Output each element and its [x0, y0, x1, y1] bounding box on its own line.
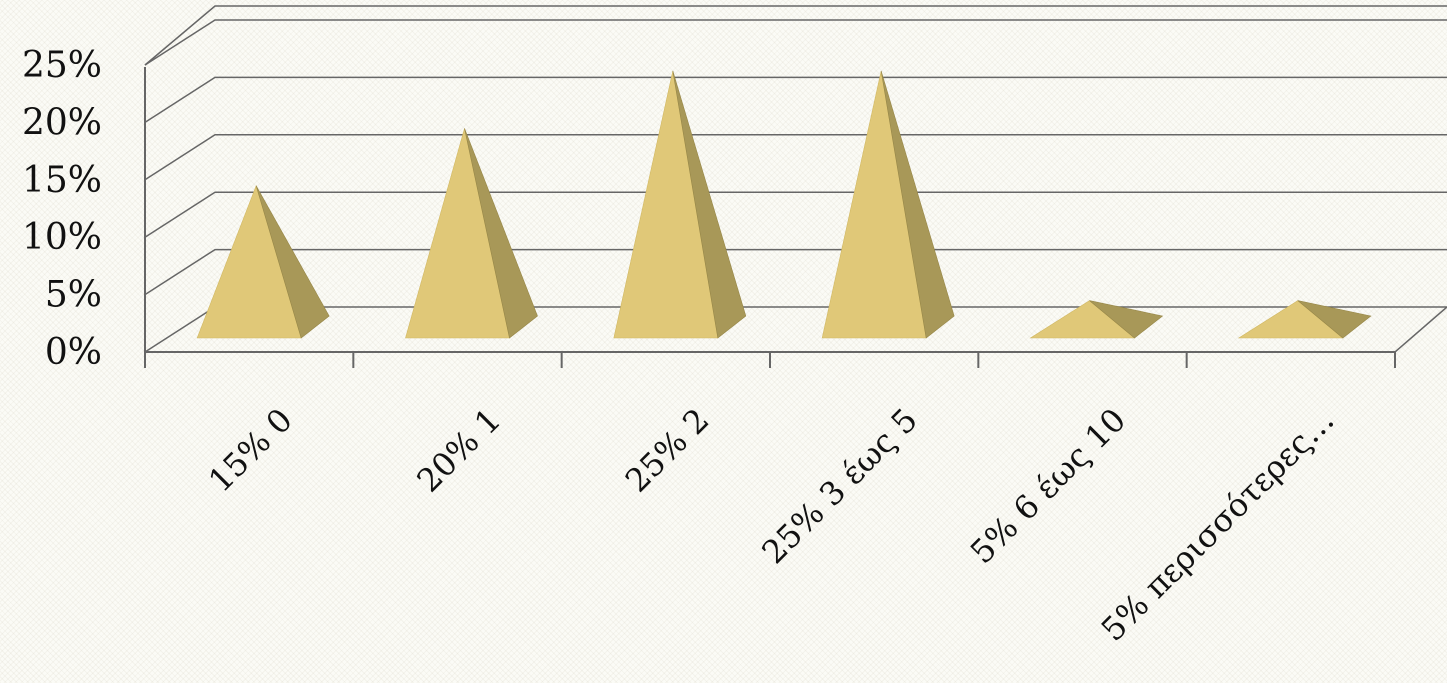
gridline — [144, 191, 1447, 238]
gridline — [144, 134, 1447, 181]
pyramid-side-face — [1297, 300, 1372, 339]
y-tick-label: 0% — [45, 332, 102, 373]
x-tick-label: 20% 1 — [409, 401, 508, 500]
pyramid-side-face — [672, 70, 747, 339]
back-wall-top — [144, 5, 1447, 66]
y-tick-label: 20% — [22, 102, 102, 143]
pyramid-side-face — [880, 70, 955, 339]
axes — [144, 67, 1447, 368]
pyramid-bar — [821, 70, 955, 339]
y-tick-label: 25% — [22, 45, 102, 86]
pyramid-side-face — [1089, 300, 1164, 339]
gridlines — [144, 5, 1447, 353]
x-tick-label: 5% περισσότερες… — [1094, 401, 1342, 649]
pyramid-bar — [405, 128, 538, 339]
y-tick-label: 10% — [22, 217, 102, 258]
gridline — [144, 19, 1447, 66]
pyramids — [196, 70, 1372, 339]
pyramid-bar — [196, 184, 330, 339]
pyramid-bar — [1237, 300, 1372, 339]
pyramid-side-face — [464, 128, 538, 339]
gridline — [144, 76, 1447, 124]
pyramid-bar — [613, 70, 747, 339]
x-tick-labels: 15% 0 20% 1 25% 2 25% 3 έως 5 5% 6 έως 105% … — [201, 401, 1341, 649]
x-tick-label: 25% 3 έως 5 — [754, 401, 924, 571]
x-tick-label: 15% 0 — [201, 401, 300, 500]
pyramid-bar — [1029, 300, 1164, 339]
floor-depth-edge — [1394, 306, 1447, 353]
gridline — [144, 248, 1447, 296]
y-tick-labels: 0% 5% 10% 15% 20% 25% — [22, 45, 102, 373]
y-tick-label: 15% — [22, 160, 102, 201]
pyramid-side-face — [255, 185, 330, 339]
x-tick-label: 25% 2 — [618, 401, 717, 500]
y-tick-label: 5% — [45, 275, 102, 316]
x-tick-label: 5% 6 έως 10 — [963, 401, 1133, 571]
